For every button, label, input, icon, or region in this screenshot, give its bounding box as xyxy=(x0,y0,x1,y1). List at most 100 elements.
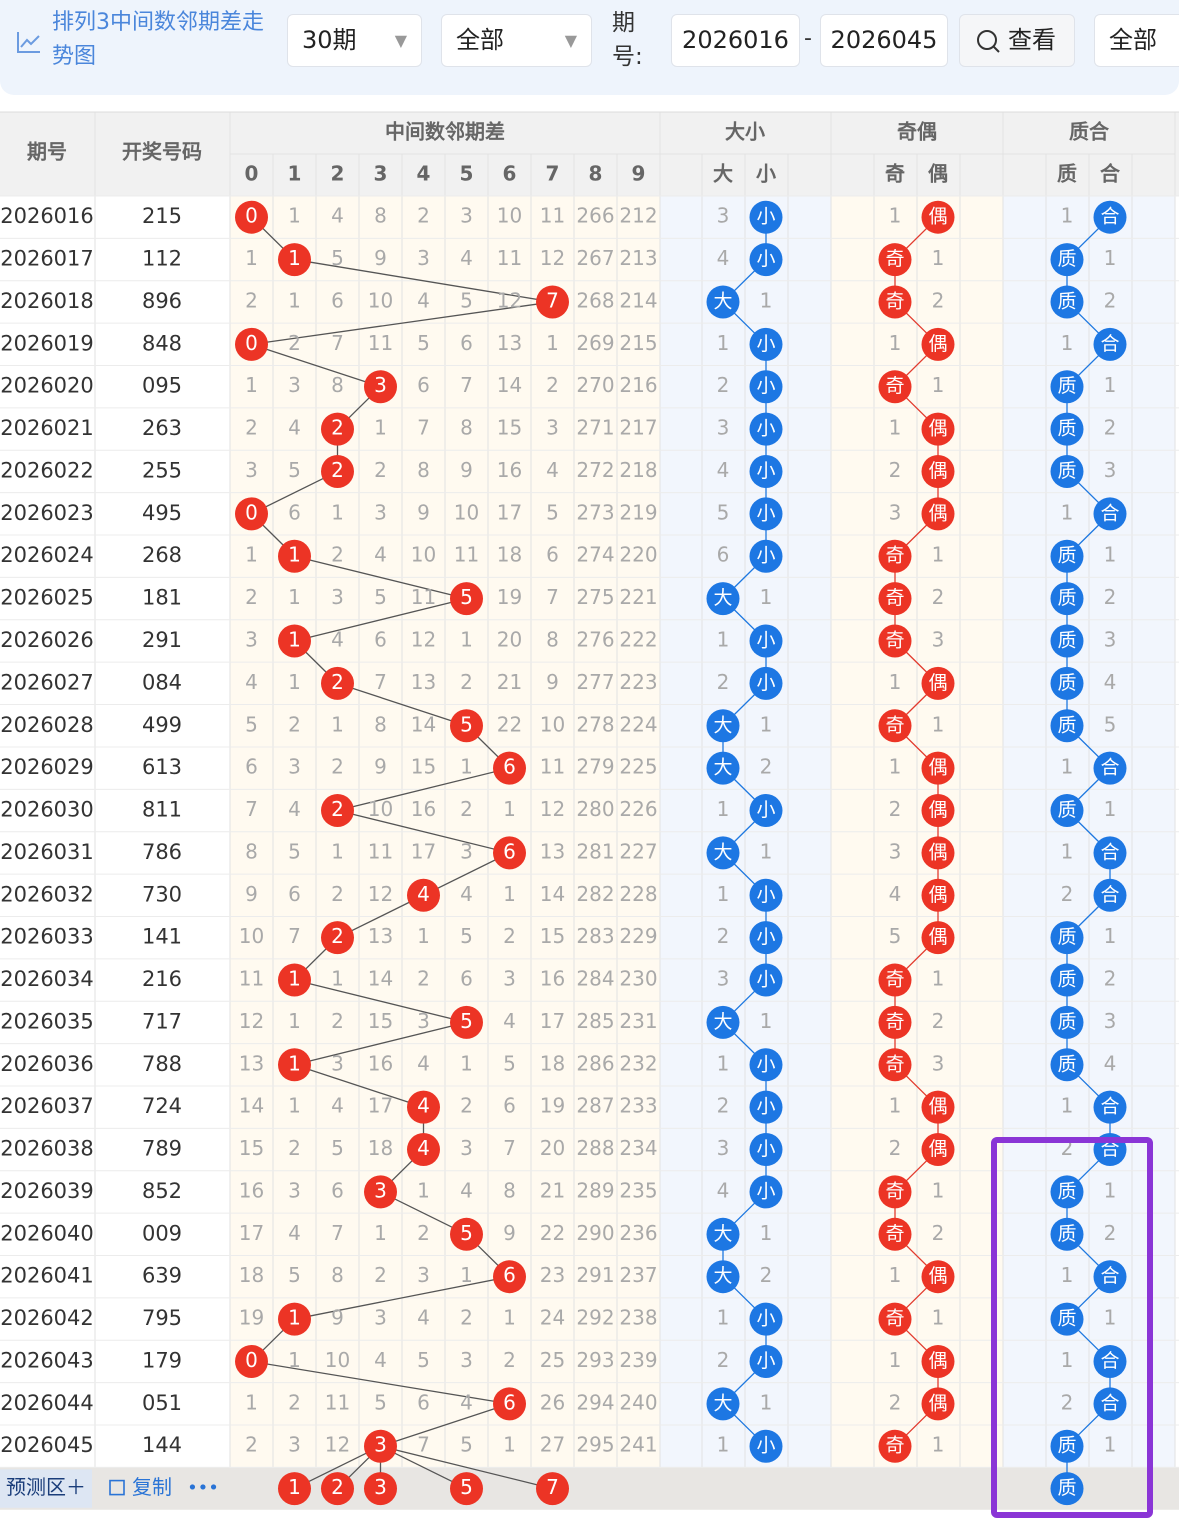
miss-count: 11 xyxy=(540,755,565,779)
miss-count: 10 xyxy=(368,288,393,312)
miss-count: 283 xyxy=(576,924,614,948)
hit-mark: 偶 xyxy=(928,884,947,906)
miss-count: 14 xyxy=(368,967,393,991)
miss-count: 5 xyxy=(331,1136,344,1160)
hit-mark: 质 xyxy=(1057,672,1076,694)
miss-count: 214 xyxy=(619,288,657,312)
miss-count: 17 xyxy=(497,500,522,524)
ball xyxy=(749,497,783,531)
period-select[interactable]: 30期 ▼ xyxy=(287,14,422,67)
miss-count: 1 xyxy=(331,839,344,863)
sub-header: 3 xyxy=(374,162,388,186)
miss-count: 2 xyxy=(331,543,344,567)
miss-count: 13 xyxy=(411,670,436,694)
trend-line xyxy=(294,1064,424,1108)
trend-line xyxy=(251,1360,510,1405)
hit-mark: 小 xyxy=(756,248,775,270)
miss-count: 25 xyxy=(540,1348,565,1372)
hit-mark: 质 xyxy=(1057,1308,1076,1330)
miss-count: 5 xyxy=(374,585,387,609)
miss-count: 8 xyxy=(417,458,430,482)
miss-count: 4 xyxy=(889,882,902,906)
miss-count: 1 xyxy=(331,967,344,991)
miss-count: 277 xyxy=(576,670,614,694)
filter-select[interactable]: 全部 ▼ xyxy=(441,14,592,67)
miss-count: 2 xyxy=(889,1390,902,1414)
end-input[interactable]: 2026045 xyxy=(820,14,948,67)
miss-count: 3 xyxy=(889,839,902,863)
miss-count: 7 xyxy=(288,924,301,948)
sub-header: 1 xyxy=(288,162,302,186)
ball xyxy=(706,751,740,785)
miss-count: 2 xyxy=(417,967,430,991)
start-input[interactable]: 2026016 xyxy=(671,14,800,67)
ball xyxy=(921,1260,955,1294)
miss-count: 282 xyxy=(576,882,614,906)
ball xyxy=(1050,1217,1084,1251)
miss-count: 1 xyxy=(1104,246,1117,270)
miss-count: 6 xyxy=(374,627,387,651)
miss-count: 1 xyxy=(417,924,430,948)
miss-count: 1 xyxy=(1061,500,1074,524)
miss-count: 3 xyxy=(417,1009,430,1033)
ball xyxy=(921,497,955,531)
miss-count: 232 xyxy=(619,1051,657,1075)
hit-mark: 偶 xyxy=(928,418,947,440)
ball xyxy=(749,1344,783,1378)
miss-count: 2 xyxy=(717,373,730,397)
miss-count: 1 xyxy=(1104,543,1117,567)
filter2-select[interactable]: 全部 xyxy=(1094,14,1179,67)
miss-count: 16 xyxy=(368,1051,393,1075)
ball xyxy=(878,1302,912,1336)
miss-count: 9 xyxy=(417,500,430,524)
hit-mark: 质 xyxy=(1057,545,1076,567)
miss-count: 1 xyxy=(889,670,902,694)
ball xyxy=(1050,539,1084,573)
miss-count: 1 xyxy=(503,797,516,821)
miss-count: 270 xyxy=(576,373,614,397)
group-header: 奇偶 xyxy=(897,120,937,144)
hit-digit: 6 xyxy=(503,839,516,863)
miss-count: 281 xyxy=(576,839,614,863)
ball xyxy=(921,1090,955,1124)
miss-count: 2 xyxy=(331,1009,344,1033)
ball xyxy=(1050,963,1084,997)
miss-count: 234 xyxy=(619,1136,657,1160)
miss-count: 227 xyxy=(619,839,657,863)
miss-count: 1 xyxy=(760,712,773,736)
ball xyxy=(921,1387,955,1421)
hit-mark: 合 xyxy=(1100,502,1119,524)
view-button[interactable]: 查看 xyxy=(959,14,1075,67)
miss-count: 230 xyxy=(619,967,657,991)
miss-count: 2 xyxy=(245,416,258,440)
miss-count: 14 xyxy=(239,1094,264,1118)
draw-number: 009 xyxy=(142,1221,182,1245)
miss-count: 3 xyxy=(417,246,430,270)
miss-count: 4 xyxy=(417,288,430,312)
miss-count: 288 xyxy=(576,1136,614,1160)
miss-count: 1 xyxy=(932,246,945,270)
ball xyxy=(921,794,955,828)
miss-count: 17 xyxy=(411,839,436,863)
miss-count: 5 xyxy=(288,1263,301,1287)
miss-count: 5 xyxy=(717,500,730,524)
miss-count: 2 xyxy=(245,1433,258,1457)
ball xyxy=(450,709,483,743)
trend-line xyxy=(294,258,553,303)
predict-bg xyxy=(0,1467,1179,1510)
miss-count: 1 xyxy=(1061,839,1074,863)
hit-mark: 合 xyxy=(1100,1350,1119,1372)
miss-count: 18 xyxy=(368,1136,393,1160)
miss-count: 237 xyxy=(619,1263,657,1287)
hit-digit: 0 xyxy=(245,204,258,228)
ball xyxy=(1050,1472,1084,1506)
miss-count: 1 xyxy=(288,288,301,312)
period: 2026018 xyxy=(0,289,94,313)
miss-count: 1 xyxy=(288,1094,301,1118)
hit-digit: 0 xyxy=(245,1348,258,1372)
ball xyxy=(749,200,783,234)
miss-count: 236 xyxy=(619,1221,657,1245)
miss-count: 1 xyxy=(1061,1348,1074,1372)
ball xyxy=(706,709,740,743)
trend-line xyxy=(380,1445,553,1490)
